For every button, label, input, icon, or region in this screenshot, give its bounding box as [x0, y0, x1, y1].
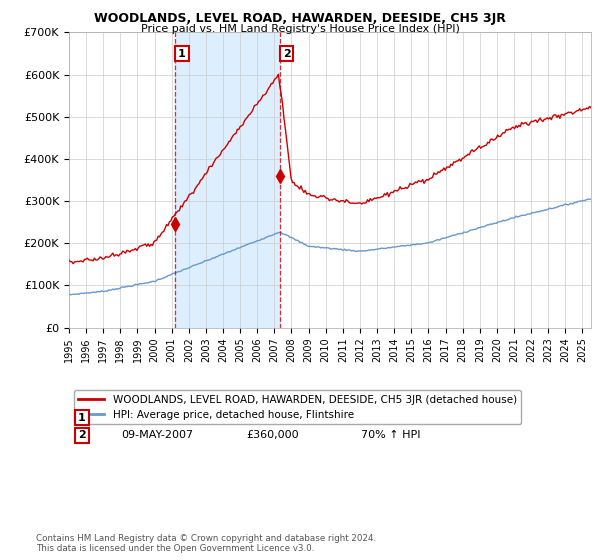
Text: £245,000: £245,000 [247, 413, 299, 423]
Legend: WOODLANDS, LEVEL ROAD, HAWARDEN, DEESIDE, CH5 3JR (detached house), HPI: Average: WOODLANDS, LEVEL ROAD, HAWARDEN, DEESIDE… [74, 390, 521, 424]
Text: 1: 1 [78, 413, 86, 423]
Text: 2: 2 [78, 430, 86, 440]
Text: 09-MAY-2007: 09-MAY-2007 [121, 430, 193, 440]
Text: Contains HM Land Registry data © Crown copyright and database right 2024.
This d: Contains HM Land Registry data © Crown c… [36, 534, 376, 553]
Text: 1: 1 [178, 49, 186, 59]
Text: 170% ↑ HPI: 170% ↑ HPI [361, 413, 428, 423]
Text: Price paid vs. HM Land Registry's House Price Index (HPI): Price paid vs. HM Land Registry's House … [140, 24, 460, 34]
Text: 2: 2 [283, 49, 290, 59]
Text: 23-MAR-2001: 23-MAR-2001 [121, 413, 196, 423]
Bar [175, 32, 280, 328]
Text: £360,000: £360,000 [247, 430, 299, 440]
Text: WOODLANDS, LEVEL ROAD, HAWARDEN, DEESIDE, CH5 3JR: WOODLANDS, LEVEL ROAD, HAWARDEN, DEESIDE… [94, 12, 506, 25]
Text: 70% ↑ HPI: 70% ↑ HPI [361, 430, 421, 440]
